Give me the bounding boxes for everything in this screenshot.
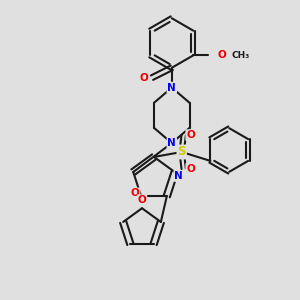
Text: O: O xyxy=(140,73,148,83)
Text: O: O xyxy=(131,188,140,198)
Text: N: N xyxy=(167,82,176,93)
Text: N: N xyxy=(174,171,183,181)
Text: O: O xyxy=(138,195,146,205)
Text: O: O xyxy=(186,164,195,174)
Text: N: N xyxy=(167,138,176,148)
Text: O: O xyxy=(218,50,226,60)
Text: O: O xyxy=(186,130,195,140)
Text: S: S xyxy=(178,146,186,158)
Text: CH₃: CH₃ xyxy=(232,51,250,60)
